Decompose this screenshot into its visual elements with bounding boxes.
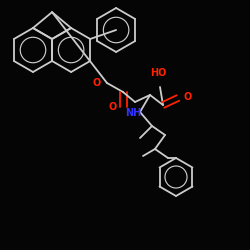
Text: HO: HO	[150, 68, 166, 78]
Text: O: O	[183, 92, 191, 102]
Text: O: O	[109, 102, 117, 112]
Text: O: O	[93, 78, 101, 88]
Text: NH: NH	[125, 108, 141, 118]
